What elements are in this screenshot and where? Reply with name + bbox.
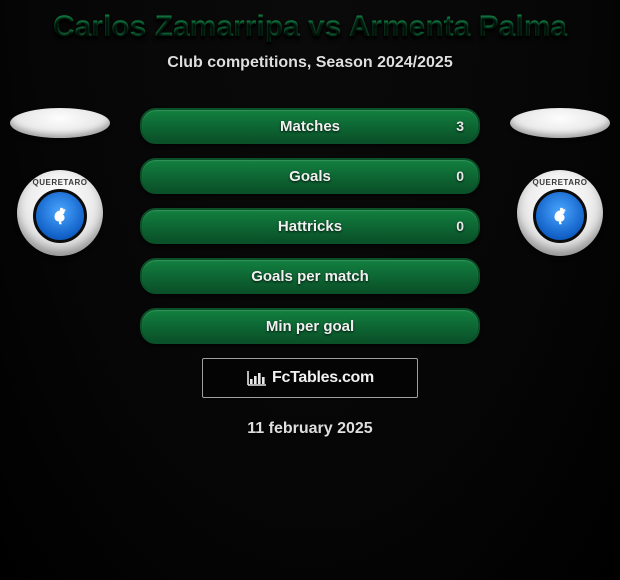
player-right-national-badge <box>510 108 610 138</box>
rooster-icon <box>549 205 571 227</box>
player-left-club-name: QUERETARO <box>17 178 103 187</box>
stat-row-goals: Goals 0 <box>140 158 480 194</box>
player-right-club-badge: QUERETARO <box>517 170 603 256</box>
player-left-club-emblem <box>33 189 87 243</box>
stat-row-matches: Matches 3 <box>140 108 480 144</box>
player-left-club-badge: QUERETARO <box>17 170 103 256</box>
brand-box[interactable]: FcTables.com <box>202 358 418 398</box>
stat-row-hattricks: Hattricks 0 <box>140 208 480 244</box>
comparison-card: Carlos Zamarripa vs Armenta Palma Club c… <box>0 0 620 580</box>
comparison-body: QUERETARO QUERETARO <box>0 108 620 338</box>
player-right-club-name: QUERETARO <box>517 178 603 187</box>
stat-pill-list: Matches 3 Goals 0 Hattricks 0 Goals per … <box>140 108 480 344</box>
brand-name: FcTables.com <box>272 369 374 387</box>
bar-chart-icon <box>246 369 268 387</box>
rooster-icon <box>49 205 71 227</box>
player-left-national-badge <box>10 108 110 138</box>
stat-right-value: 0 <box>456 210 464 242</box>
page-subtitle: Club competitions, Season 2024/2025 <box>0 54 620 72</box>
stat-right-value: 0 <box>456 160 464 192</box>
player-right-club-emblem <box>533 189 587 243</box>
player-left-column: QUERETARO <box>0 108 120 256</box>
stat-label: Min per goal <box>266 318 354 335</box>
stat-label: Hattricks <box>278 218 342 235</box>
stat-label: Goals <box>289 168 331 185</box>
date-line: 11 february 2025 <box>0 420 620 438</box>
page-title: Carlos Zamarripa vs Armenta Palma <box>0 0 620 44</box>
stat-row-goals-per-match: Goals per match <box>140 258 480 294</box>
stat-label: Matches <box>280 118 340 135</box>
player-right-column: QUERETARO <box>500 108 620 256</box>
stat-row-min-per-goal: Min per goal <box>140 308 480 344</box>
stat-right-value: 3 <box>456 110 464 142</box>
stat-label: Goals per match <box>251 268 369 285</box>
